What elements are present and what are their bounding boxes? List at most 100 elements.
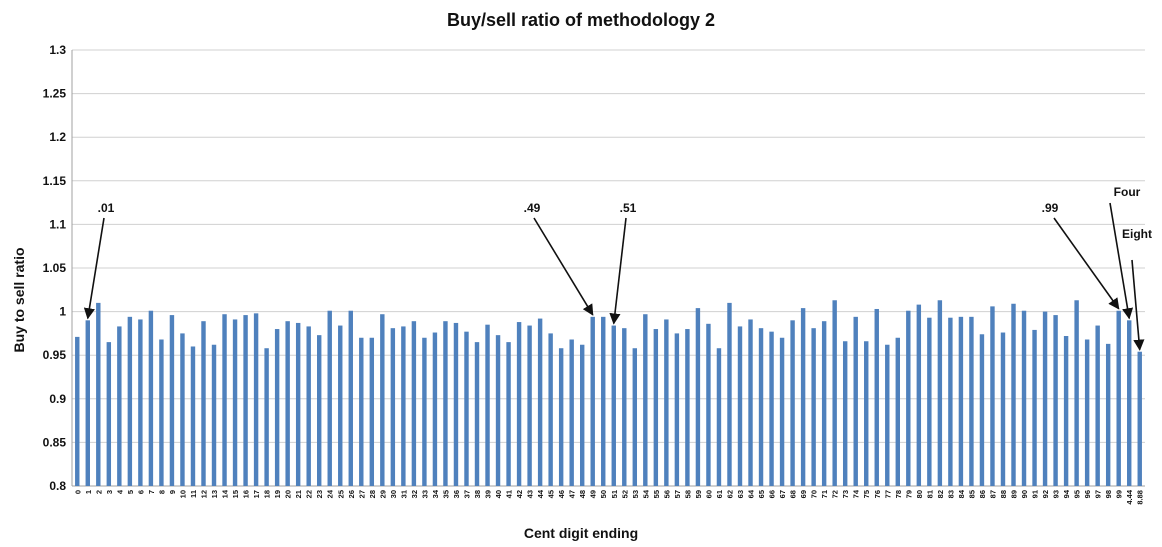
annotation-label: .99: [1042, 201, 1059, 215]
bar: [1063, 336, 1069, 486]
x-tick-label: 50: [599, 490, 608, 498]
bar: [537, 318, 543, 486]
x-tick-label: 43: [526, 490, 535, 498]
bar: [148, 310, 154, 486]
annotation-arrow: [1131, 259, 1145, 351]
bar: [285, 321, 290, 486]
bar: [159, 339, 164, 486]
bar: [474, 342, 480, 486]
x-tick-label: 93: [1052, 490, 1061, 498]
bar: [327, 310, 332, 486]
bar: [180, 333, 185, 486]
x-tick-label: 37: [462, 490, 471, 498]
x-tick-label: 65: [757, 490, 766, 498]
bar: [138, 319, 143, 486]
annotation-arrow: [1109, 202, 1134, 320]
x-tick-label: 57: [673, 490, 682, 498]
x-tick-label: 46: [557, 490, 566, 498]
x-tick-label: 11: [189, 490, 198, 498]
bar: [685, 329, 690, 486]
bar: [632, 348, 638, 486]
bar: [622, 328, 627, 486]
x-tick-label: 79: [904, 490, 913, 498]
bar: [211, 344, 217, 486]
x-tick-label: 71: [820, 490, 829, 498]
x-tick-label: 70: [810, 490, 819, 498]
bar: [864, 341, 869, 486]
bar: [1021, 310, 1027, 486]
bar: [601, 316, 606, 486]
bar: [958, 316, 964, 486]
bar: [485, 324, 490, 486]
bar: [443, 321, 448, 486]
bar: [611, 325, 616, 486]
y-tick-label: 1.1: [49, 217, 66, 231]
bar: [853, 316, 858, 486]
x-tick-label: 29: [378, 490, 387, 498]
x-tick-label: 74: [852, 489, 861, 498]
bar: [558, 348, 564, 486]
x-tick-label: 3: [105, 490, 114, 494]
bar: [253, 313, 259, 486]
x-tick-label: 5: [126, 490, 135, 494]
bar: [979, 334, 985, 486]
x-tick-label: 38: [473, 490, 482, 498]
bar: [359, 337, 364, 486]
bar: [727, 302, 732, 486]
bar: [937, 300, 943, 486]
bars: [75, 300, 1142, 486]
bar: [653, 329, 659, 486]
bar: [1137, 351, 1142, 486]
bar: [758, 328, 764, 486]
bar: [1011, 303, 1016, 486]
bar: [106, 342, 112, 486]
x-tick-label: 21: [294, 490, 303, 498]
x-tick-label: 6: [136, 490, 145, 494]
bar: [85, 320, 90, 486]
x-tick-label: 58: [683, 490, 692, 498]
gridlines: [71, 49, 1145, 487]
bar: [1053, 315, 1058, 486]
x-axis-ticks: 0 1 2 3 4 5 6 7 8 9 10 11 12 13 14 15 16 17 18 19 20 21 22 23 24…: [73, 489, 1144, 504]
x-tick-label: 81: [925, 490, 934, 498]
bar: [1032, 329, 1037, 486]
x-tick-label: 73: [841, 490, 850, 498]
bar: [1116, 310, 1121, 486]
x-tick-label: 80: [915, 490, 924, 498]
y-tick-label: 0.9: [49, 392, 66, 406]
bar: [401, 326, 406, 486]
bar: [748, 319, 753, 486]
x-tick-label: 54: [641, 489, 650, 498]
bar: [790, 320, 795, 486]
bar: [516, 322, 522, 486]
x-tick-label: 14: [221, 489, 230, 498]
annotation-label: Four: [1114, 185, 1141, 199]
x-tick-label: 24: [326, 489, 335, 498]
x-tick-label: 32: [410, 490, 419, 498]
bar: [495, 335, 501, 486]
x-tick-label: 76: [873, 490, 882, 498]
x-tick-label: 97: [1094, 490, 1103, 498]
bar: [222, 314, 227, 486]
bar: [927, 317, 932, 486]
annotation-arrow: [83, 217, 105, 320]
bar: [369, 337, 375, 486]
x-tick-label: 4.44: [1125, 489, 1134, 504]
bar: [643, 314, 648, 486]
bar: [590, 316, 595, 486]
annotations: .01 .49 .51 .99 Four Eight: [83, 185, 1152, 351]
bar: [1105, 343, 1111, 486]
bar: [338, 325, 343, 486]
bar: [706, 323, 711, 486]
bar: [874, 308, 879, 486]
bar: [969, 316, 974, 486]
x-tick-label: 52: [620, 490, 629, 498]
bar: [390, 328, 396, 486]
x-tick-label: 31: [399, 490, 408, 498]
x-tick-label: 13: [210, 490, 219, 498]
annotation-label: .51: [620, 201, 637, 215]
x-tick-label: 36: [452, 490, 461, 498]
x-tick-label: 88: [999, 490, 1008, 498]
x-tick-label: 72: [831, 490, 840, 498]
x-tick-label: 30: [389, 490, 398, 498]
